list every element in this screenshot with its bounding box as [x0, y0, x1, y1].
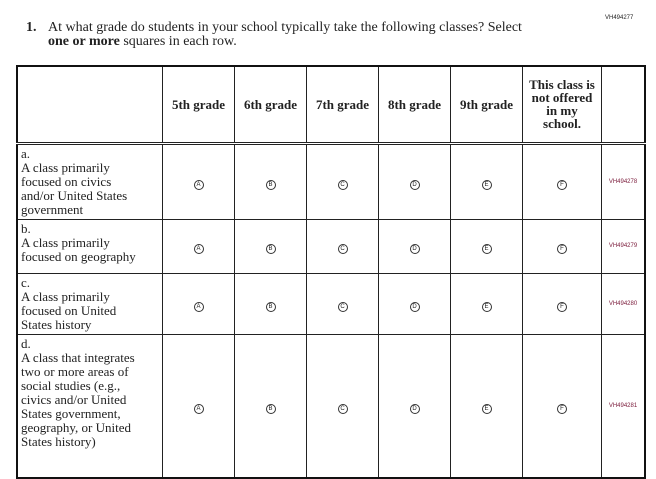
answer-bubble[interactable]: E	[481, 403, 492, 414]
answer-bubble[interactable]: D	[409, 301, 420, 312]
response-cell: C	[306, 272, 379, 335]
row-label: d.A class that integrates two or more ar…	[16, 333, 163, 479]
response-cell: A	[162, 218, 235, 274]
answer-bubble[interactable]: A	[193, 179, 204, 190]
answer-bubble[interactable]: F	[557, 301, 567, 312]
answer-bubble[interactable]: B	[265, 244, 276, 254]
answer-bubble[interactable]: B	[265, 179, 276, 190]
table-row: a.A class primarily focused on civics an…	[16, 142, 646, 220]
answer-bubble[interactable]: B	[265, 403, 276, 414]
answer-bubble[interactable]: A	[193, 403, 204, 414]
response-cell: F	[522, 272, 602, 335]
column-header: This class is not offered in my school.	[522, 65, 602, 145]
response-cell: B	[234, 142, 307, 220]
answer-bubble[interactable]: C	[337, 301, 348, 312]
response-cell: F	[522, 218, 602, 274]
response-cell: A	[162, 272, 235, 335]
response-cell: C	[306, 142, 379, 220]
answer-bubble[interactable]: E	[481, 179, 492, 190]
response-cell: C	[306, 333, 379, 479]
answer-bubble[interactable]: F	[557, 179, 567, 190]
column-header: 6th grade	[234, 65, 307, 145]
response-cell: C	[306, 218, 379, 274]
question-text: 1. At what grade do students in your scho…	[26, 20, 522, 49]
row-label: a.A class primarily focused on civics an…	[16, 142, 163, 220]
response-cell: E	[450, 142, 523, 220]
table-row: b.A class primarily focused on geography…	[16, 218, 646, 274]
row-label: c.A class primarily focused on United St…	[16, 272, 163, 335]
row-id: VH494281	[601, 333, 646, 479]
answer-bubble[interactable]: E	[481, 301, 492, 312]
answer-bubble[interactable]: D	[409, 179, 420, 190]
row-id: VH494280	[601, 272, 646, 335]
response-cell: B	[234, 218, 307, 274]
question-number: 1.	[26, 20, 37, 35]
answer-bubble[interactable]: E	[481, 244, 492, 254]
table-row: c.A class primarily focused on United St…	[16, 272, 646, 335]
response-cell: F	[522, 142, 602, 220]
response-cell: D	[378, 142, 451, 220]
blank-header	[16, 65, 163, 145]
answer-bubble[interactable]: D	[409, 403, 420, 414]
answer-bubble[interactable]: A	[193, 244, 204, 254]
response-cell: E	[450, 272, 523, 335]
response-cell: D	[378, 333, 451, 479]
table-row: d.A class that integrates two or more ar…	[16, 333, 646, 479]
response-cell: D	[378, 218, 451, 274]
column-header: 8th grade	[378, 65, 451, 145]
answer-bubble[interactable]: B	[265, 301, 276, 312]
column-header: 9th grade	[450, 65, 523, 145]
response-cell: A	[162, 333, 235, 479]
answer-bubble[interactable]: F	[557, 403, 567, 414]
row-id: VH494279	[601, 218, 646, 274]
id-header	[601, 65, 646, 145]
row-label: b.A class primarily focused on geography	[16, 218, 163, 274]
column-header: 5th grade	[162, 65, 235, 145]
response-cell: E	[450, 218, 523, 274]
response-cell: B	[234, 333, 307, 479]
column-header: 7th grade	[306, 65, 379, 145]
response-cell: E	[450, 333, 523, 479]
answer-bubble[interactable]: F	[557, 244, 567, 254]
response-cell: F	[522, 333, 602, 479]
response-cell: D	[378, 272, 451, 335]
response-cell: A	[162, 142, 235, 220]
answer-bubble[interactable]: A	[193, 301, 204, 312]
answer-bubble[interactable]: C	[337, 179, 348, 190]
question-id: VH494277	[605, 15, 634, 21]
answer-bubble[interactable]: D	[409, 244, 420, 254]
row-id: VH494278	[601, 142, 646, 220]
answer-bubble[interactable]: C	[337, 244, 348, 254]
answer-bubble[interactable]: C	[337, 403, 348, 414]
response-grid: 5th grade 6th grade 7th grade 8th grade …	[16, 65, 646, 479]
response-cell: B	[234, 272, 307, 335]
